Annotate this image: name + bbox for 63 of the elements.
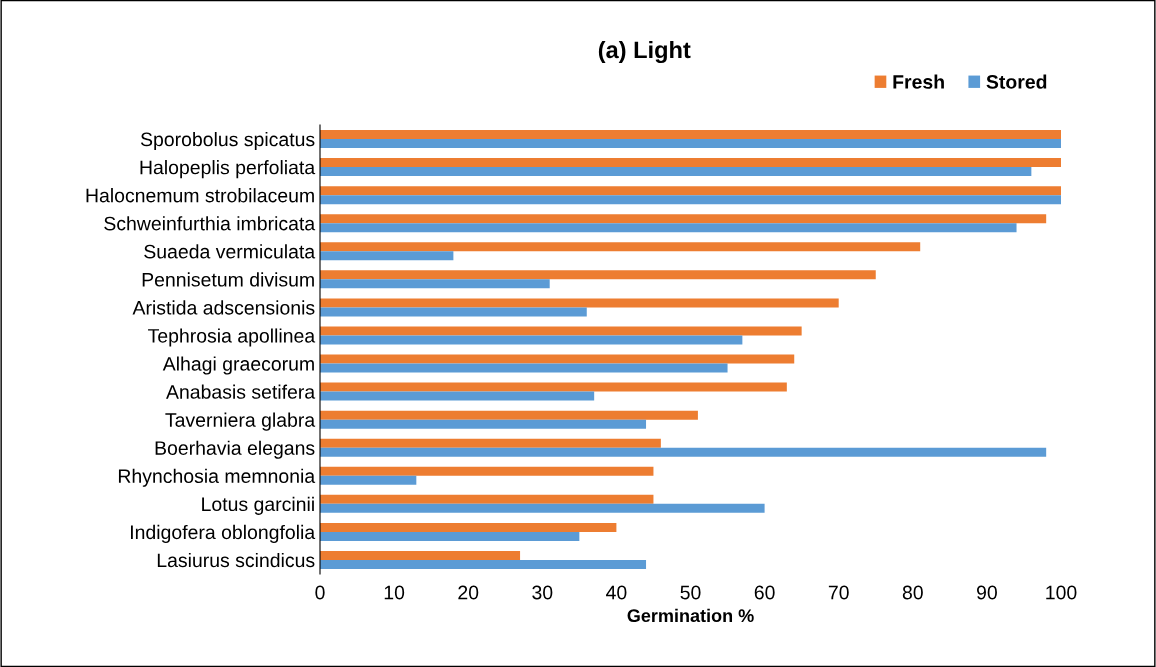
y-tick-label: Schweinfurthia imbricata <box>104 216 316 231</box>
bar <box>320 214 1047 224</box>
bar <box>320 195 1061 205</box>
x-tick-label: 0 <box>315 585 325 600</box>
bar <box>320 167 1032 177</box>
y-tick-label: Sporobolus spicatus <box>140 131 315 151</box>
legend-label: Stored <box>986 74 1047 89</box>
x-tick-label: 80 <box>902 585 923 600</box>
bar <box>320 503 765 513</box>
bar <box>320 354 795 364</box>
bar <box>320 447 1047 457</box>
x-tick-label: 100 <box>1046 585 1077 600</box>
bar <box>320 559 647 569</box>
y-tick-label: Boerhavia elegans <box>155 440 315 459</box>
bar <box>320 307 587 317</box>
bar <box>320 139 1061 149</box>
bar <box>320 363 728 373</box>
y-tick-label: Pennisetum divisum <box>142 272 314 287</box>
bar <box>320 298 839 308</box>
x-tick-label: 70 <box>828 585 849 600</box>
legend-label: Fresh <box>893 74 944 89</box>
chart-title: (a) Light <box>598 40 691 64</box>
bar <box>320 186 1061 196</box>
bar <box>320 410 698 420</box>
bar <box>320 130 1061 140</box>
y-tick-label: Alhagi graecorum <box>162 356 314 375</box>
x-tick-label: 90 <box>977 585 997 600</box>
bar <box>320 242 921 252</box>
bar <box>320 419 647 429</box>
bar <box>320 531 580 541</box>
bar <box>320 382 787 392</box>
y-tick-label: Lasiurus scindicus <box>157 552 315 568</box>
x-tick-label: 20 <box>458 585 479 600</box>
x-tick-label: 40 <box>606 585 627 600</box>
bar <box>320 223 1017 233</box>
bar <box>320 279 550 289</box>
y-tick-label: Lotus garcinii <box>202 496 314 515</box>
x-tick-label: 30 <box>532 585 553 600</box>
bar <box>320 335 743 345</box>
bar <box>320 158 1061 168</box>
bar <box>320 391 595 401</box>
x-tick-label: 10 <box>384 585 405 600</box>
x-axis-title: Germination % <box>627 608 754 623</box>
bar <box>320 475 417 485</box>
bar <box>320 522 617 532</box>
bar <box>320 494 654 504</box>
bar <box>320 326 802 336</box>
x-tick-label: 50 <box>680 585 701 600</box>
y-tick-label: Halocnemum strobilaceum <box>86 188 314 203</box>
bar <box>320 550 521 560</box>
bar <box>320 270 876 280</box>
bar <box>320 438 661 448</box>
y-tick-label: Halopeplis perfoliata <box>140 160 316 179</box>
y-tick-label: Suaeda vermiculata <box>144 244 316 259</box>
y-tick-label: Indigofera oblongfolia <box>131 524 316 543</box>
bar <box>320 466 654 476</box>
y-tick-label: Tephrosia apollinea <box>148 328 316 347</box>
x-tick-label: 60 <box>754 585 775 600</box>
y-tick-label: Taverniera glabra <box>165 412 316 431</box>
y-tick-label: Aristida adscensionis <box>132 300 315 315</box>
y-tick-label: Anabasis setifera <box>166 384 316 399</box>
y-tick-label: Rhynchosia memnonia <box>118 468 316 487</box>
bar <box>320 251 454 261</box>
